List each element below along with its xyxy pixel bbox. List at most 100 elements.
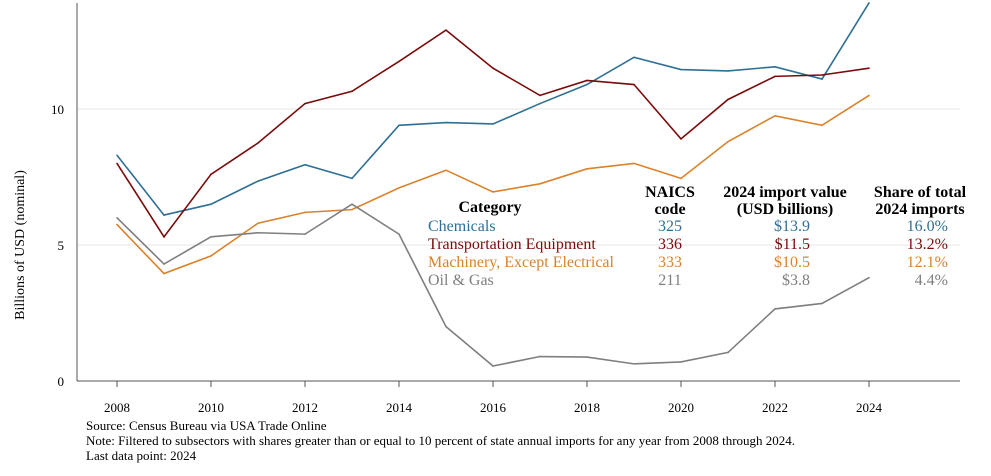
data-point — [163, 263, 165, 265]
data-point — [821, 124, 823, 127]
data-point — [539, 94, 541, 97]
data-point — [351, 177, 353, 180]
header-naics-line1: NAICS — [645, 184, 695, 201]
data-point — [210, 236, 212, 238]
data-point — [398, 60, 400, 63]
data-point — [163, 214, 165, 216]
header-naics: NAICS code — [640, 184, 700, 218]
data-point — [351, 90, 353, 93]
header-share-line2: 2024 imports — [875, 201, 965, 218]
data-point — [633, 83, 635, 86]
table-cell-value: $3.8 — [782, 272, 810, 289]
data-point — [539, 102, 541, 105]
table-cell-value: $10.5 — [774, 254, 810, 271]
table-cell-value: $11.5 — [774, 236, 810, 253]
data-point — [586, 83, 588, 86]
table-cell-category: Chemicals — [428, 218, 496, 235]
data-point — [304, 211, 306, 214]
data-point — [351, 208, 353, 211]
data-point — [680, 361, 682, 363]
data-point — [257, 231, 259, 234]
table-cell-naics: 325 — [658, 218, 682, 235]
table-cell-naics: 333 — [658, 254, 682, 271]
data-point — [539, 355, 541, 358]
y-tick-label: 0 — [58, 374, 65, 389]
table-cell-category: Transportation Equipment — [428, 236, 596, 253]
table-cell-share: 16.0% — [906, 218, 948, 235]
data-point — [774, 66, 776, 68]
data-point — [492, 123, 494, 125]
data-point — [492, 67, 494, 69]
data-point — [304, 163, 306, 166]
table-cell-category: Machinery, Except Electrical — [428, 254, 614, 271]
header-share-line1: Share of total — [873, 184, 967, 201]
data-point — [821, 74, 823, 76]
x-tick-label: 2024 — [856, 400, 883, 415]
data-point — [445, 169, 447, 171]
data-point — [586, 168, 588, 170]
data-point — [727, 70, 729, 72]
header-value-line2: (USD billions) — [736, 201, 834, 218]
x-tick-label: 2018 — [574, 400, 600, 415]
x-tick-label: 2016 — [480, 400, 507, 415]
data-point — [257, 180, 259, 182]
header-value-line1: 2024 import value — [723, 184, 847, 201]
data-point — [398, 233, 400, 235]
header-category: Category — [458, 199, 522, 216]
data-point — [680, 138, 682, 140]
data-point — [727, 140, 729, 143]
data-point — [821, 302, 823, 305]
data-point — [539, 183, 541, 185]
data-point — [304, 233, 306, 235]
data-point — [116, 223, 118, 226]
x-tick-label: 2010 — [198, 400, 224, 415]
data-point — [351, 203, 353, 205]
data-point — [680, 68, 682, 71]
data-point — [163, 272, 165, 275]
data-point — [163, 236, 165, 238]
table-cell-naics: 336 — [658, 236, 682, 253]
table-cell-share: 13.2% — [906, 236, 948, 253]
data-point — [445, 29, 447, 31]
x-tick-label: 2012 — [292, 400, 318, 415]
data-point — [774, 115, 776, 117]
data-point — [210, 203, 212, 205]
table-cell-value: $13.9 — [774, 218, 810, 235]
data-point — [257, 142, 259, 144]
x-tick-label: 2014 — [386, 400, 413, 415]
x-tick-label: 2022 — [762, 400, 788, 415]
y-tick-label: 5 — [58, 238, 65, 253]
source-note: Source: Census Bureau via USA Trade Onli… — [86, 418, 327, 433]
data-point — [492, 365, 494, 367]
y-axis-label: Billions of USD (nominal) — [13, 170, 28, 320]
data-point — [398, 187, 400, 189]
x-tick-label: 2008 — [104, 400, 130, 415]
data-point — [210, 173, 212, 176]
data-point — [116, 162, 118, 165]
data-point — [304, 102, 306, 105]
data-point — [633, 363, 635, 365]
data-point — [445, 325, 447, 328]
data-point — [492, 191, 494, 193]
data-point — [868, 276, 870, 279]
header-value: 2024 import value (USD billions) — [710, 184, 860, 218]
table-cell-share: 12.1% — [906, 254, 948, 271]
data-point — [727, 98, 729, 101]
data-point — [821, 78, 823, 80]
data-point — [586, 356, 588, 358]
data-point — [727, 351, 729, 354]
data-point — [210, 255, 212, 257]
data-point — [868, 2, 870, 4]
data-point — [868, 67, 870, 69]
data-point — [680, 177, 682, 180]
last-data-note: Last data point: 2024 — [86, 448, 197, 463]
data-point — [398, 124, 400, 127]
data-point — [868, 94, 870, 97]
header-share: Share of total 2024 imports — [860, 184, 980, 218]
x-tick-label: 2020 — [668, 400, 694, 415]
data-point — [116, 217, 118, 219]
data-point — [633, 162, 635, 165]
data-point — [116, 154, 118, 157]
data-point — [257, 222, 259, 225]
